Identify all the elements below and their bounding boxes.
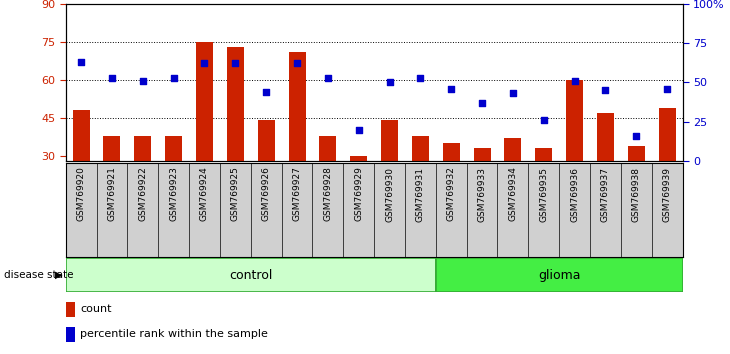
Bar bbox=[443, 143, 460, 161]
Bar bbox=[658, 108, 675, 161]
Bar bbox=[104, 136, 120, 161]
Point bbox=[137, 78, 149, 84]
Text: ▶: ▶ bbox=[55, 270, 62, 280]
Point bbox=[261, 89, 272, 95]
Point bbox=[384, 80, 396, 85]
Bar bbox=[350, 156, 367, 161]
Text: disease state: disease state bbox=[4, 270, 73, 280]
Bar bbox=[73, 110, 90, 161]
Bar bbox=[165, 136, 182, 161]
Text: GSM769929: GSM769929 bbox=[354, 167, 364, 222]
Text: GSM769932: GSM769932 bbox=[447, 167, 456, 222]
Point bbox=[507, 91, 519, 96]
Bar bbox=[66, 302, 75, 317]
Point bbox=[569, 78, 580, 84]
Point bbox=[445, 86, 457, 91]
Text: GSM769933: GSM769933 bbox=[477, 167, 487, 222]
Bar bbox=[66, 327, 75, 342]
Bar bbox=[412, 136, 429, 161]
Text: glioma: glioma bbox=[538, 269, 580, 282]
Point bbox=[199, 61, 210, 66]
Bar bbox=[504, 138, 521, 161]
Bar bbox=[474, 148, 491, 161]
Point bbox=[415, 75, 426, 80]
Point bbox=[106, 75, 118, 80]
Text: GSM769920: GSM769920 bbox=[77, 167, 85, 222]
Point bbox=[75, 59, 87, 65]
Text: GSM769921: GSM769921 bbox=[107, 167, 117, 222]
Text: GSM769930: GSM769930 bbox=[385, 167, 394, 222]
Bar bbox=[320, 136, 337, 161]
Text: GSM769922: GSM769922 bbox=[138, 167, 147, 221]
Point bbox=[168, 75, 180, 80]
Text: GSM769934: GSM769934 bbox=[508, 167, 518, 222]
Text: GSM769924: GSM769924 bbox=[200, 167, 209, 221]
Bar bbox=[258, 120, 274, 161]
Bar bbox=[134, 136, 151, 161]
Bar bbox=[381, 120, 398, 161]
Bar bbox=[535, 148, 552, 161]
Bar bbox=[227, 47, 244, 161]
Text: GSM769923: GSM769923 bbox=[169, 167, 178, 222]
Bar bbox=[566, 80, 583, 161]
Point bbox=[291, 61, 303, 66]
Text: GSM769937: GSM769937 bbox=[601, 167, 610, 222]
Text: control: control bbox=[229, 269, 272, 282]
Text: percentile rank within the sample: percentile rank within the sample bbox=[80, 330, 268, 339]
Text: GSM769938: GSM769938 bbox=[631, 167, 641, 222]
Bar bbox=[288, 52, 305, 161]
Bar bbox=[628, 146, 645, 161]
Bar bbox=[597, 113, 614, 161]
Bar bbox=[196, 42, 213, 161]
Text: GSM769935: GSM769935 bbox=[539, 167, 548, 222]
Bar bbox=[436, 258, 683, 292]
Point bbox=[476, 100, 488, 105]
Point bbox=[661, 86, 673, 91]
Point bbox=[599, 87, 611, 93]
Text: GSM769936: GSM769936 bbox=[570, 167, 579, 222]
Text: GSM769926: GSM769926 bbox=[261, 167, 271, 222]
Point bbox=[538, 117, 550, 123]
Point bbox=[353, 127, 364, 132]
Text: GSM769927: GSM769927 bbox=[293, 167, 301, 222]
Bar bbox=[66, 258, 436, 292]
Text: GSM769931: GSM769931 bbox=[416, 167, 425, 222]
Text: GSM769928: GSM769928 bbox=[323, 167, 332, 222]
Point bbox=[229, 61, 241, 66]
Text: count: count bbox=[80, 304, 112, 314]
Point bbox=[631, 133, 642, 139]
Point bbox=[322, 75, 334, 80]
Text: GSM769925: GSM769925 bbox=[231, 167, 240, 222]
Text: GSM769939: GSM769939 bbox=[663, 167, 672, 222]
